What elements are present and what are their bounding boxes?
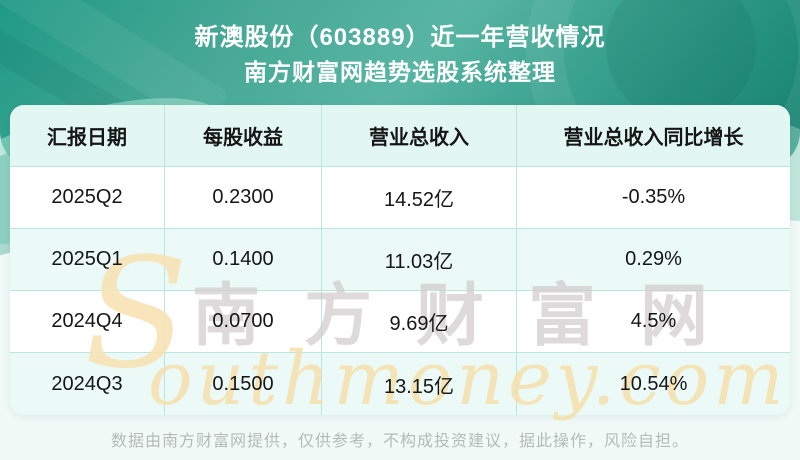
table-row: 2024Q3 0.1500 13.15亿 10.54% (10, 353, 790, 415)
table-row: 2025Q1 0.1400 11.03亿 0.29% (10, 229, 790, 291)
cell-period-value: 2024Q3 (51, 372, 123, 395)
cell-yoy-value: 10.54% (619, 372, 688, 395)
cell-eps-value: 0.2300 (212, 186, 274, 208)
page-title: 新澳股份（603889）近一年营收情况 (194, 24, 606, 51)
col-eps: 每股收益 (165, 105, 322, 167)
cell-yoy: 4.5% (517, 291, 790, 353)
cell-revenue-value: 13.15亿 (383, 375, 455, 398)
hero-text: 新澳股份（603889）近一年营收情况 南方财富网趋势选股系统整理 (0, 22, 800, 90)
cell-yoy-value: 0.29% (625, 248, 682, 270)
cell-yoy-value: -0.35% (621, 186, 686, 208)
cell-eps: 0.2300 (165, 167, 322, 229)
cell-period: 2024Q3 (10, 353, 165, 415)
cell-yoy: -0.35% (517, 167, 790, 229)
cell-eps: 0.0700 (165, 291, 322, 353)
cell-revenue: 13.15亿 (322, 353, 517, 415)
col-eps-label: 每股收益 (203, 127, 283, 149)
col-revenue-yoy: 营业总收入同比增长 (517, 105, 790, 167)
table-row: 2024Q4 0.0700 9.69亿 4.5% (10, 291, 790, 353)
gauge-inner-decoration (606, 0, 756, 122)
disclaimer-text: 数据由南方财富网提供，仅供参考，不构成投资建议，据此操作，风险自担。 (110, 433, 689, 450)
cell-period-value: 2025Q1 (51, 248, 123, 270)
cell-eps: 0.1500 (165, 353, 322, 415)
table-header-row: 汇报日期 每股收益 营业总收入 营业总收入同比增长 (10, 105, 790, 167)
page-subtitle: 南方财富网趋势选股系统整理 (244, 59, 556, 85)
cell-eps: 0.1400 (165, 229, 322, 291)
cell-period: 2025Q2 (10, 167, 165, 229)
cell-eps-value: 0.1500 (212, 372, 274, 395)
cell-period-value: 2024Q4 (51, 310, 123, 332)
cell-yoy: 0.29% (517, 229, 790, 291)
col-report-date: 汇报日期 (10, 105, 165, 167)
cell-revenue-value: 9.69亿 (389, 313, 449, 335)
table-row: 2025Q2 0.2300 14.52亿 -0.35% (10, 167, 790, 229)
cell-revenue-value: 14.52亿 (383, 189, 455, 211)
col-report-date-label: 汇报日期 (47, 127, 127, 149)
col-revenue-label: 营业总收入 (369, 127, 469, 149)
cell-revenue-value: 11.03亿 (384, 251, 454, 273)
cell-period-value: 2025Q2 (51, 186, 123, 208)
cell-period: 2024Q4 (10, 291, 165, 353)
cell-eps-value: 0.0700 (212, 310, 274, 332)
cell-eps-value: 0.1400 (212, 248, 274, 270)
cell-revenue: 14.52亿 (322, 167, 517, 229)
col-revenue: 营业总收入 (322, 105, 517, 167)
cell-revenue: 9.69亿 (322, 291, 517, 353)
cell-yoy-value: 4.5% (630, 310, 677, 332)
revenue-table: 汇报日期 每股收益 营业总收入 营业总收入同比增长 2025Q2 0.2300 … (10, 105, 790, 415)
cell-yoy: 10.54% (517, 353, 790, 415)
data-table-card: 汇报日期 每股收益 营业总收入 营业总收入同比增长 2025Q2 0.2300 … (10, 105, 790, 415)
col-revenue-yoy-label: 营业总收入同比增长 (563, 127, 744, 149)
cell-revenue: 11.03亿 (322, 229, 517, 291)
cell-period: 2025Q1 (10, 229, 165, 291)
